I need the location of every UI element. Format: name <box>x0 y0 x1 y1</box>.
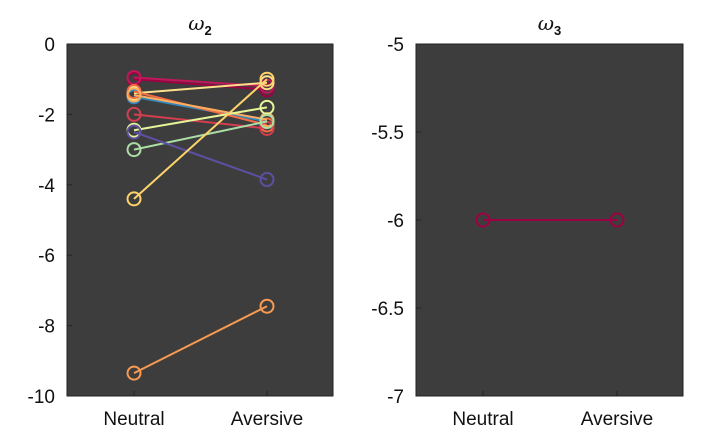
y-tick-label: -6.5 <box>371 299 404 320</box>
chart-title-subscript: 3 <box>554 23 561 38</box>
data-point <box>126 69 142 85</box>
y-tick-label: -8 <box>38 317 55 338</box>
chart-title-symbol: ω <box>538 11 554 35</box>
y-tick-label: -7 <box>387 387 404 408</box>
data-point <box>126 124 142 140</box>
y-tick-label: -10 <box>28 387 55 408</box>
series-line <box>133 305 268 375</box>
data-point <box>126 191 142 207</box>
data-point <box>259 71 275 87</box>
data-point <box>259 113 275 129</box>
series-line <box>133 106 268 132</box>
plot-area <box>66 43 334 397</box>
y-tick-label: -2 <box>38 105 55 126</box>
y-tick-label: -4 <box>38 176 55 197</box>
chart-title: ω3 <box>538 11 562 38</box>
data-point <box>259 172 275 188</box>
data-point <box>126 365 142 381</box>
data-point <box>126 87 142 103</box>
y-tick-label: -5 <box>387 35 404 56</box>
y-tick-label: -5.5 <box>371 123 404 144</box>
series-line <box>133 120 268 151</box>
chart-title: ω2 <box>188 11 212 38</box>
series-line <box>133 131 268 181</box>
y-tick-label: 0 <box>44 35 55 56</box>
x-tick-label: Neutral <box>103 409 164 430</box>
omega2-plot: 0 -2 -4 -6 -8 -10 Neutral Aversive ω2 <box>28 11 334 430</box>
data-point <box>475 212 491 228</box>
series-line <box>133 78 268 91</box>
data-point <box>126 142 142 158</box>
data-point <box>259 99 275 115</box>
data-point <box>259 298 275 314</box>
y-tick-label: -6 <box>387 211 404 232</box>
chart-title-subscript: 2 <box>205 23 212 38</box>
data-point <box>126 106 142 122</box>
omega3-plot: -5 -5.5 -6 -6.5 -7 Neutral Aversive ω3 <box>371 11 684 430</box>
x-tick-label: Aversive <box>581 409 654 430</box>
y-tick-label: -6 <box>38 246 55 267</box>
series-line <box>133 94 268 121</box>
series-line <box>133 81 268 95</box>
data-point <box>609 212 625 228</box>
series-line <box>133 78 268 200</box>
x-tick-label: Neutral <box>452 409 513 430</box>
x-tick-label: Aversive <box>231 409 304 430</box>
chart-title-symbol: ω <box>188 11 204 35</box>
